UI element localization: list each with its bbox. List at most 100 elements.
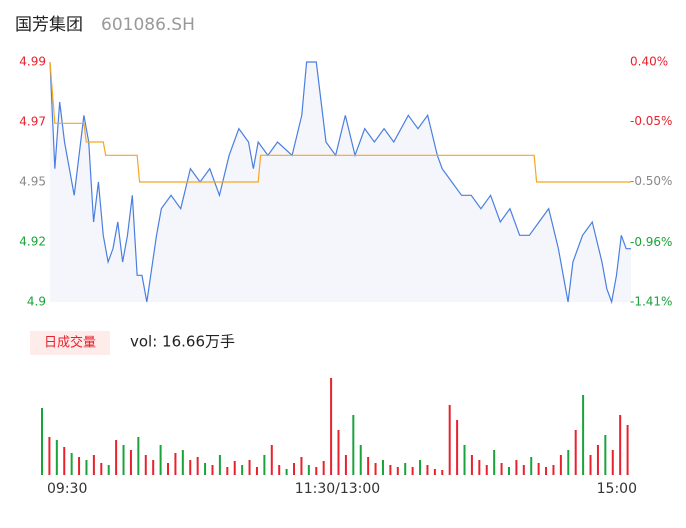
volume-bar [478,460,481,475]
y2-tick-label: -1.41% [630,295,672,309]
volume-bar [389,465,392,475]
volume-bar [181,450,184,475]
price-line [49,61,631,305]
volume-bar [611,450,614,475]
volume-bar [374,463,377,475]
volume-bar [426,465,429,475]
volume-bar [226,467,229,475]
volume-bar [485,465,488,475]
volume-bar [196,457,199,475]
volume-bar [456,420,459,475]
volume-bar [48,437,51,475]
volume-bar [507,467,510,475]
volume-badge [30,331,110,355]
volume-bar [167,463,170,475]
volume-bar [337,430,340,475]
y2-tick-label: 0.40% [630,55,668,69]
volume-bar [204,463,207,475]
volume-bar [233,461,236,475]
volume-bar [396,467,399,475]
volume-bar [159,445,162,475]
x-tick-label: 09:30 [47,481,87,497]
y2-tick-label: -0.50% [630,174,672,188]
volume-bar [285,469,288,475]
x-tick-label: 11:30/13:00 [295,481,380,497]
volume-bar [589,455,592,475]
y-tick-label: 4.95 [19,175,46,189]
volume-bar [129,450,132,475]
volume-bar [63,447,66,475]
volume-bar [263,455,266,475]
volume-bar [619,415,622,475]
volume-bar [122,445,125,475]
y-tick-label: 4.97 [19,115,46,129]
volume-bar [300,457,303,475]
volume-bar [582,395,585,475]
volume-bar [115,440,118,475]
volume-bar [552,465,555,475]
volume-bar [189,460,192,475]
volume-bar [537,463,540,475]
volume-bar [270,445,273,475]
volume-bar [515,460,518,475]
volume-bar [322,461,325,475]
volume-bar [493,450,496,475]
volume-bar [500,463,503,475]
volume-bar [55,440,58,475]
volume-bar [78,457,81,475]
volume-bar [241,465,244,475]
volume-bar [419,460,422,475]
y-tick-label: 4.99 [19,55,46,69]
volume-bar [441,470,444,475]
average-line [49,61,631,183]
volume-bar [352,415,355,475]
volume-bar [137,437,140,475]
y-tick-label: 4.92 [19,235,46,249]
volume-bar [530,457,533,475]
volume-bar [463,445,466,475]
x-tick-label: 15:00 [597,481,637,497]
volume-bar [70,453,73,475]
volume-bar [307,465,310,475]
volume-bar [367,457,370,475]
y-tick-label: 4.9 [27,295,46,309]
volume-bar [411,467,414,475]
volume-bar [448,405,451,475]
volume-bar [107,465,110,475]
volume-bar [100,463,103,475]
volume-bar [144,455,147,475]
volume-title: 日成交量 [44,335,96,351]
price-area [50,62,631,302]
volume-bar [626,425,629,475]
volume-bar [218,455,221,475]
volume-bar [278,465,281,475]
y2-tick-label: -0.05% [630,114,672,128]
volume-bar [404,463,407,475]
volume-bar [255,467,258,475]
stock-name: 国芳集团 [15,15,83,35]
volume-bar [433,469,436,475]
volume-bar [359,445,362,475]
volume-bar [152,460,155,475]
volume-bar [381,460,384,475]
volume-bar [567,450,570,475]
volume-bar [41,408,43,475]
volume-bar [470,455,473,475]
stock-code: 601086.SH [101,15,195,35]
y2-tick-label: -0.96% [630,235,672,249]
volume-bar [344,455,347,475]
volume-bar [604,435,607,475]
volume-bar [522,465,525,475]
volume-bar [293,463,296,475]
volume-bar [211,465,214,475]
volume-bar [574,430,577,475]
volume-bar [596,445,599,475]
volume-bar [330,378,333,475]
volume-bar [545,467,548,475]
volume-total: vol: 16.66万手 [130,333,235,351]
volume-bar [559,455,562,475]
volume-bar [85,460,88,475]
volume-bar [92,455,95,475]
